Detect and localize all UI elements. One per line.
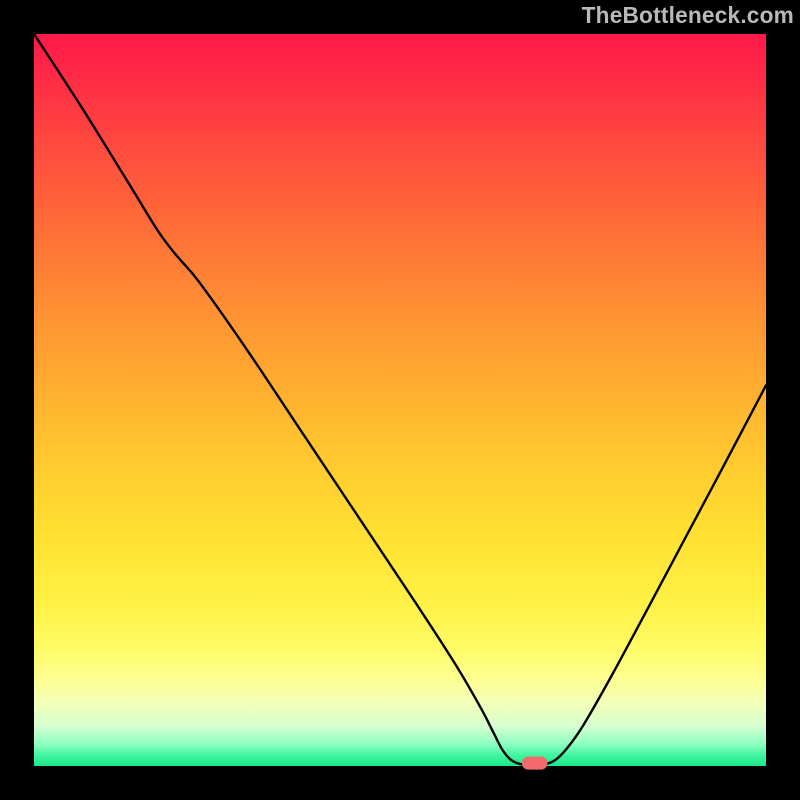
gradient-plot-area [34, 34, 766, 766]
valley-marker [522, 756, 548, 769]
watermark-text: TheBottleneck.com [582, 2, 794, 29]
bottleneck-chart [0, 0, 800, 800]
